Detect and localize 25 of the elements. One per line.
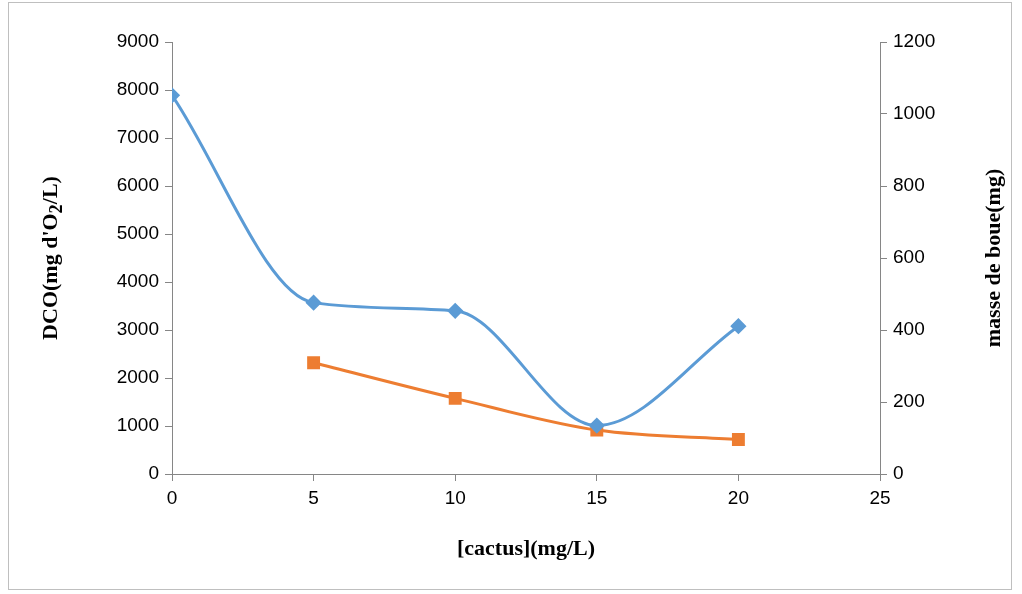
y2-tick-label: 600 — [893, 246, 925, 268]
y-tick-label: 8000 — [116, 78, 159, 100]
y-tick-label: 6000 — [116, 174, 159, 196]
x-axis-title: [cactus](mg/L) — [456, 535, 596, 561]
y-tick-label: 1000 — [116, 414, 159, 436]
y-tick-label: 5000 — [116, 222, 159, 244]
y2-tick-label: 1000 — [893, 102, 936, 124]
y-tick-label: 2000 — [116, 366, 159, 388]
x-tick-label: 20 — [727, 486, 749, 508]
y2-tick-label: 200 — [893, 390, 925, 412]
y-tick-label: 4000 — [116, 270, 159, 292]
y-tick-label: 3000 — [116, 318, 159, 340]
y-tick-label: 7000 — [116, 126, 159, 148]
x-tick-label: 10 — [444, 486, 466, 508]
y2-tick-label: 0 — [893, 462, 904, 484]
x-tick-label: 0 — [166, 486, 178, 508]
y2-tick-label: 400 — [893, 318, 925, 340]
x-tick-label: 25 — [869, 486, 891, 508]
y2-tick-label: 1200 — [893, 30, 936, 52]
x-tick-label: 15 — [586, 486, 608, 508]
y-tick-label: 9000 — [116, 30, 159, 52]
x-tick-label: 5 — [308, 486, 319, 508]
y2-tick-label: 800 — [893, 174, 925, 196]
y2-axis-title: masse de boue(mg) — [980, 168, 1006, 348]
y-tick-label: 0 — [148, 462, 159, 484]
